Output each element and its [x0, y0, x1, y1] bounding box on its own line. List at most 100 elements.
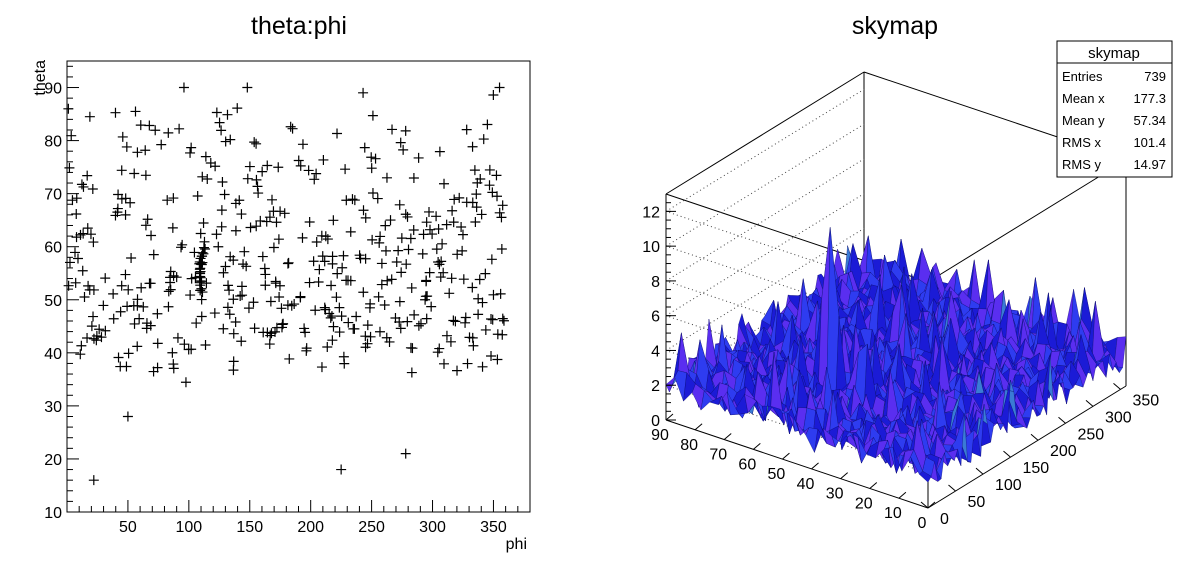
scatter-point: [345, 226, 356, 237]
scatter-point: [467, 282, 478, 293]
scatter-point: [248, 297, 259, 308]
scatter-point: [211, 229, 222, 240]
scatter-point: [469, 165, 480, 176]
scatter-point: [396, 233, 407, 244]
scatter-point: [126, 253, 137, 264]
scatter-point: [239, 246, 250, 257]
scatter-point: [220, 136, 231, 147]
scatter-point: [467, 332, 478, 343]
scatter-y-tick-label: 10: [44, 505, 62, 522]
scatter-point: [176, 242, 187, 253]
scatter-point: [360, 253, 371, 264]
surface-z-tick-label: 12: [642, 204, 660, 221]
scatter-point: [391, 257, 402, 267]
scatter-point: [140, 145, 151, 156]
scatter-point: [224, 285, 235, 296]
scatter-point: [112, 203, 123, 214]
scatter-x-tick-label: 50: [119, 519, 137, 536]
scatter-point: [273, 162, 284, 173]
scatter-point: [283, 257, 294, 268]
scatter-point: [165, 284, 176, 295]
scatter-point: [251, 221, 262, 232]
scatter-point: [252, 181, 263, 192]
scatter-point: [268, 206, 279, 217]
scatter-point: [232, 103, 243, 114]
scatter-point: [168, 193, 179, 204]
scatter-point: [309, 174, 320, 185]
scatter-point: [477, 361, 488, 372]
scatter-point: [178, 82, 189, 93]
scatter-point: [120, 193, 131, 204]
scatter-point: [310, 305, 321, 316]
scatter-point: [148, 366, 159, 377]
scatter-point: [421, 217, 432, 228]
scatter-point: [415, 318, 426, 329]
scatter-point: [228, 356, 239, 367]
scatter-point: [297, 139, 308, 150]
surface-y-tick-label: 10: [884, 505, 902, 522]
scatter-point: [454, 192, 465, 203]
scatter-y-label: theta: [32, 60, 49, 96]
scatter-point: [431, 244, 442, 255]
scatter-point: [129, 168, 140, 179]
scatter-point: [334, 327, 345, 338]
scatter-point: [71, 208, 82, 219]
scatter-point: [245, 222, 256, 233]
scatter-point: [197, 247, 208, 258]
scatter-point: [349, 195, 360, 206]
scatter-point: [198, 217, 209, 228]
stats-value-rms-y: 14.97: [1133, 157, 1166, 172]
scatter-point: [179, 339, 190, 350]
scatter-point: [218, 267, 229, 278]
scatter-point: [497, 313, 508, 324]
scatter-point: [100, 325, 111, 336]
scatter-point: [197, 171, 208, 182]
surface-x-tick-label: 200: [1050, 443, 1077, 460]
surface-z-tick-label: 2: [651, 378, 660, 395]
scatter-point: [165, 277, 176, 288]
scatter-point: [316, 362, 327, 373]
scatter-point: [94, 324, 105, 335]
scatter-frame: [66, 60, 531, 513]
scatter-point: [271, 217, 282, 228]
scatter-point: [63, 280, 74, 291]
scatter-point: [279, 208, 290, 219]
scatter-point: [304, 216, 315, 227]
scatter-point: [266, 328, 277, 339]
scatter-point: [140, 170, 151, 181]
scatter-point: [223, 280, 234, 291]
scatter-point: [417, 248, 428, 259]
scatter-point: [163, 301, 174, 312]
scatter-point: [244, 161, 255, 172]
scatter-point: [282, 258, 293, 269]
scatter-point: [278, 318, 289, 329]
scatter-point: [217, 176, 228, 187]
scatter-point: [375, 231, 386, 242]
scatter-x-tick-label: 100: [175, 519, 202, 536]
scatter-point: [478, 134, 489, 145]
stats-frame: [1056, 40, 1173, 178]
scatter-point: [418, 229, 429, 240]
scatter-point: [413, 320, 424, 331]
scatter-point: [134, 313, 145, 324]
scatter-point: [284, 353, 295, 364]
scatter-point: [150, 125, 161, 136]
surface-z-tick-label: 0: [651, 413, 660, 430]
scatter-point: [462, 358, 473, 369]
scatter-point: [373, 291, 384, 302]
scatter-point: [431, 211, 442, 222]
scatter-point: [313, 276, 324, 287]
scatter-point: [297, 232, 308, 243]
scatter-point: [66, 130, 77, 141]
scatter-point: [82, 333, 93, 344]
scatter-y-tick-label: 60: [44, 240, 62, 257]
scatter-point: [285, 121, 296, 132]
scatter-point: [491, 170, 502, 181]
scatter-point: [236, 209, 247, 220]
scatter-point: [75, 229, 86, 240]
scatter-point: [432, 347, 443, 358]
scatter-point: [385, 215, 396, 226]
surface-cell: [919, 470, 932, 483]
scatter-point: [274, 291, 285, 302]
scatter-point: [494, 207, 505, 218]
